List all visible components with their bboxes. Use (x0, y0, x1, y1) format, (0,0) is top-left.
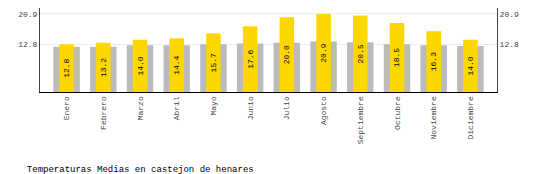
svg-text:20.0: 20.0 (282, 45, 291, 64)
svg-text:12.8: 12.8 (500, 40, 519, 49)
svg-text:14.4: 14.4 (172, 55, 181, 74)
svg-text:Octubre: Octubre (393, 96, 402, 130)
svg-text:20.5: 20.5 (356, 44, 365, 63)
svg-text:Abril: Abril (172, 96, 181, 120)
svg-text:20.9: 20.9 (18, 10, 37, 19)
svg-text:Noviembre: Noviembre (429, 96, 438, 139)
svg-text:20.9: 20.9 (319, 43, 328, 62)
svg-text:Febrero: Febrero (99, 96, 108, 130)
svg-text:Junio: Junio (246, 96, 255, 120)
svg-text:Agosto: Agosto (319, 96, 328, 125)
svg-text:14.0: 14.0 (466, 56, 475, 75)
svg-text:13.2: 13.2 (99, 58, 108, 77)
svg-text:12.8: 12.8 (18, 40, 37, 49)
svg-text:Septiembre: Septiembre (356, 96, 365, 144)
svg-text:15.7: 15.7 (209, 53, 218, 72)
svg-text:Diciembre: Diciembre (466, 96, 475, 139)
svg-text:16.3: 16.3 (429, 52, 438, 71)
svg-text:Temperaturas Medias en castejo: Temperaturas Medias en castejon de henar… (27, 165, 254, 174)
svg-text:18.5: 18.5 (392, 48, 401, 67)
svg-text:Mayo: Mayo (209, 96, 218, 115)
svg-text:Enero: Enero (62, 96, 71, 120)
svg-text:17.6: 17.6 (246, 49, 255, 68)
svg-text:Marzo: Marzo (136, 96, 145, 120)
svg-text:12.8: 12.8 (62, 58, 71, 77)
svg-text:Julio: Julio (282, 96, 291, 120)
svg-text:20.9: 20.9 (500, 10, 519, 19)
svg-text:14.0: 14.0 (136, 56, 145, 75)
